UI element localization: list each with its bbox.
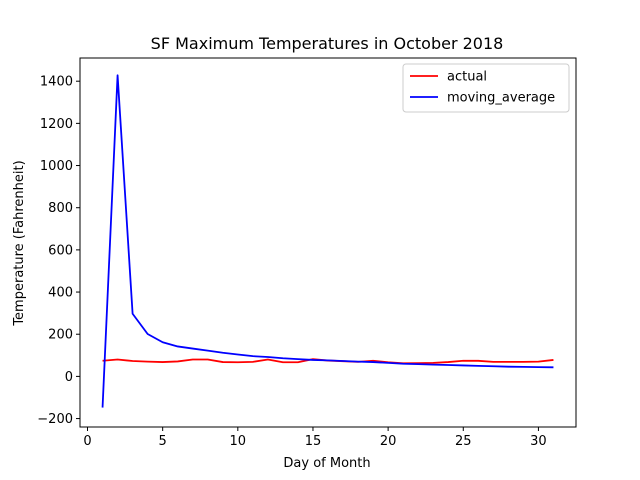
- y-tick-label: 600: [48, 243, 73, 258]
- y-tick-label: 200: [48, 328, 73, 343]
- y-tick-label: 400: [48, 286, 73, 301]
- x-tick-label: 20: [380, 434, 397, 449]
- x-tick-label: 30: [530, 434, 547, 449]
- series-line-moving_average: [101, 74, 554, 408]
- chart-title: SF Maximum Temperatures in October 2018: [151, 34, 504, 53]
- plot-area: 0 5 10 15 20 25 30 −200 0 200 400 600 800 1000 1200 140…: [37, 57, 577, 449]
- y-tick-label: 1200: [40, 117, 73, 132]
- x-tick-label: 25: [455, 434, 472, 449]
- x-axis-label: Day of Month: [283, 456, 370, 471]
- legend-label-moving_average: moving_average: [447, 91, 555, 106]
- y-tick-label: 1000: [40, 159, 73, 174]
- legend-box: [402, 63, 570, 113]
- y-tick-label: 0: [65, 370, 73, 385]
- x-tick-label: 5: [159, 434, 167, 449]
- y-tick-label: −200: [37, 412, 73, 427]
- legend: actual moving_average: [402, 63, 570, 113]
- legend-label-actual: actual: [447, 70, 487, 85]
- y-tick-label: 1400: [40, 75, 73, 90]
- x-tick-label: 10: [230, 434, 247, 449]
- y-tick-label: 800: [48, 201, 73, 216]
- x-tick-label: 15: [305, 434, 322, 449]
- x-tick-label: 0: [83, 434, 91, 449]
- y-axis-label: Temperature (Fahrenheit): [12, 160, 27, 326]
- axes-frame: [79, 57, 577, 428]
